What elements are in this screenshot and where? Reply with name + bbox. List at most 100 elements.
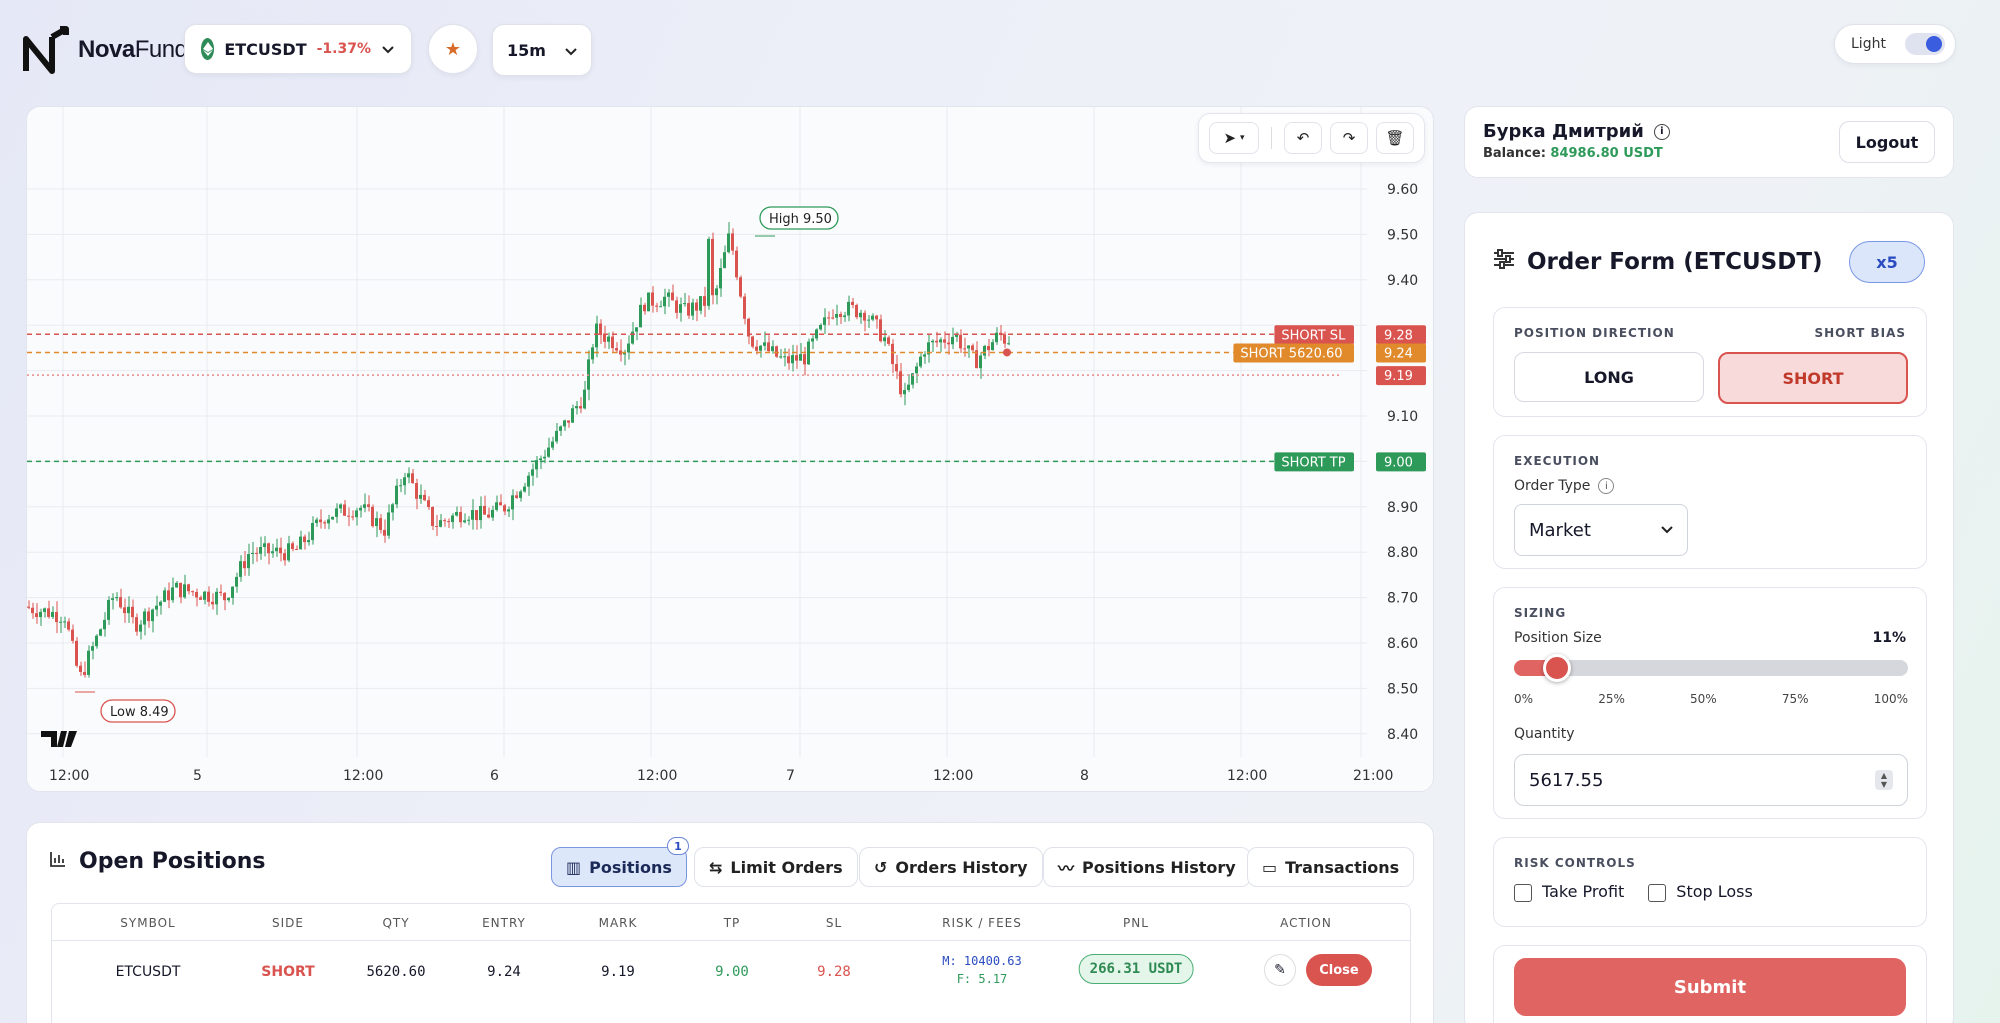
trash-icon[interactable]: 🗑 bbox=[1376, 122, 1414, 154]
redo-icon[interactable]: ↷ bbox=[1330, 122, 1368, 154]
price-tick-label: 9.60 bbox=[1387, 182, 1418, 198]
candle-body bbox=[859, 312, 862, 318]
candle-body bbox=[747, 318, 750, 337]
high-label: High 9.50 bbox=[769, 212, 832, 227]
history-icon: ↺ bbox=[874, 857, 888, 877]
candle-body bbox=[331, 516, 334, 520]
candle-body bbox=[319, 519, 322, 523]
position-size-slider[interactable] bbox=[1514, 654, 1908, 682]
candle-body bbox=[179, 582, 182, 598]
candle-body bbox=[991, 342, 994, 351]
candle-body bbox=[211, 601, 214, 605]
info-icon[interactable]: i bbox=[1598, 478, 1615, 494]
cursor-tool-icon[interactable]: ➤ ▾ bbox=[1209, 122, 1259, 154]
candle-body bbox=[711, 238, 714, 296]
candle-body bbox=[419, 494, 422, 499]
candle-body bbox=[815, 329, 818, 339]
chevron-down-icon bbox=[565, 41, 577, 60]
tab-transactions[interactable]: ▭ Transactions bbox=[1247, 847, 1415, 887]
wallet-icon: ▭ bbox=[1262, 857, 1278, 877]
info-icon[interactable]: i bbox=[1653, 123, 1670, 140]
candle-body bbox=[675, 300, 678, 313]
candle-body bbox=[103, 619, 106, 630]
candle-body bbox=[763, 342, 766, 346]
candlestick-chart[interactable]: 9.60 9.50 9.40 9.10 8.90 8.80 8.70 8.60 8.50 8.40… bbox=[27, 107, 1434, 792]
candle-body bbox=[887, 337, 890, 344]
quantity-input[interactable]: 5617.55 ▲ ▼ bbox=[1514, 754, 1908, 806]
candle-body bbox=[667, 292, 670, 297]
candle-body bbox=[223, 592, 226, 601]
symbol-selector[interactable]: ETCUSDT -1.37% bbox=[184, 24, 412, 74]
submit-button[interactable]: Submit bbox=[1514, 958, 1906, 1016]
brand-logo[interactable]: NovaFund bbox=[22, 22, 188, 78]
candle-body bbox=[579, 406, 582, 409]
short-button[interactable]: SHORT bbox=[1718, 352, 1908, 404]
candle-body bbox=[867, 319, 870, 321]
price-tick-label: 9.10 bbox=[1387, 409, 1418, 425]
col-risk-fees: RISK / FEES bbox=[942, 916, 1022, 930]
candle-body bbox=[639, 304, 642, 328]
candle-body bbox=[435, 525, 438, 527]
tab-positions[interactable]: ▥ Positions bbox=[551, 847, 687, 887]
time-tick-label: 6 bbox=[490, 768, 499, 784]
positions-count-badge: 1 bbox=[667, 837, 689, 855]
theme-switch[interactable] bbox=[1905, 33, 1945, 55]
candle-body bbox=[323, 522, 326, 524]
entry-value-tag bbox=[1376, 343, 1426, 363]
long-button[interactable]: LONG bbox=[1514, 352, 1704, 402]
entry-tag bbox=[1233, 343, 1354, 363]
candle-body bbox=[467, 519, 470, 521]
slider-handle[interactable] bbox=[1543, 654, 1572, 682]
candle-body bbox=[507, 509, 510, 512]
tab-limit-orders[interactable]: ⇆ Limit Orders bbox=[694, 847, 858, 887]
favorite-star-icon[interactable]: ★ bbox=[428, 24, 478, 74]
activity-icon: 〰 bbox=[1058, 859, 1075, 878]
close-position-button[interactable]: Close bbox=[1306, 954, 1372, 986]
candle-body bbox=[855, 304, 858, 318]
undo-icon[interactable]: ↶ bbox=[1284, 122, 1322, 154]
price-chart[interactable]: 9.60 9.50 9.40 9.10 8.90 8.80 8.70 8.60 8.50 8.40… bbox=[26, 106, 1434, 792]
candle-body bbox=[307, 540, 310, 543]
logo-icon bbox=[23, 26, 69, 74]
candle-body bbox=[851, 301, 854, 305]
order-type-select[interactable]: Market bbox=[1514, 504, 1688, 556]
candle-body bbox=[939, 339, 942, 343]
candle-body bbox=[671, 292, 674, 301]
edit-icon[interactable]: ✎ bbox=[1264, 954, 1296, 986]
candle-body bbox=[963, 348, 966, 350]
candle-body bbox=[691, 302, 694, 316]
candle-body bbox=[75, 640, 78, 666]
candle-body bbox=[327, 519, 330, 524]
tab-positions-history[interactable]: 〰 Positions History bbox=[1043, 847, 1251, 887]
candle-body bbox=[627, 343, 630, 353]
candle-body bbox=[395, 485, 398, 505]
col-mark: MARK bbox=[598, 916, 638, 930]
theme-toggle[interactable]: Light bbox=[1834, 24, 1956, 64]
risk-section: RISK CONTROLS Take Profit Stop Loss bbox=[1493, 837, 1927, 927]
candle-body bbox=[979, 355, 982, 369]
candle-body bbox=[67, 621, 70, 630]
take-profit-checkbox[interactable]: Take Profit bbox=[1514, 882, 1624, 902]
candle-body bbox=[735, 250, 738, 278]
candle-body bbox=[843, 315, 846, 317]
candle-body bbox=[955, 334, 958, 337]
candle-body bbox=[787, 356, 790, 364]
candle-body bbox=[651, 292, 654, 306]
candle-body bbox=[687, 303, 690, 316]
candle-body bbox=[811, 338, 814, 342]
leverage-button[interactable]: x5 bbox=[1849, 241, 1925, 283]
tp-tag bbox=[1274, 452, 1354, 472]
candle-body bbox=[431, 507, 434, 526]
candle-body bbox=[51, 611, 54, 617]
logout-button[interactable]: Logout bbox=[1839, 121, 1935, 163]
timeframe-select[interactable]: 15m bbox=[492, 24, 592, 76]
stop-loss-checkbox[interactable]: Stop Loss bbox=[1648, 882, 1753, 902]
candle-body bbox=[959, 334, 962, 349]
tab-orders-history[interactable]: ↺ Orders History bbox=[859, 847, 1043, 887]
candle-body bbox=[503, 505, 506, 512]
candle-body bbox=[827, 317, 830, 319]
stepper-icon[interactable]: ▲ ▼ bbox=[1875, 770, 1893, 790]
candle-body bbox=[623, 352, 626, 355]
chart-bars-icon bbox=[49, 849, 67, 874]
execution-header: EXECUTION bbox=[1514, 454, 1601, 468]
